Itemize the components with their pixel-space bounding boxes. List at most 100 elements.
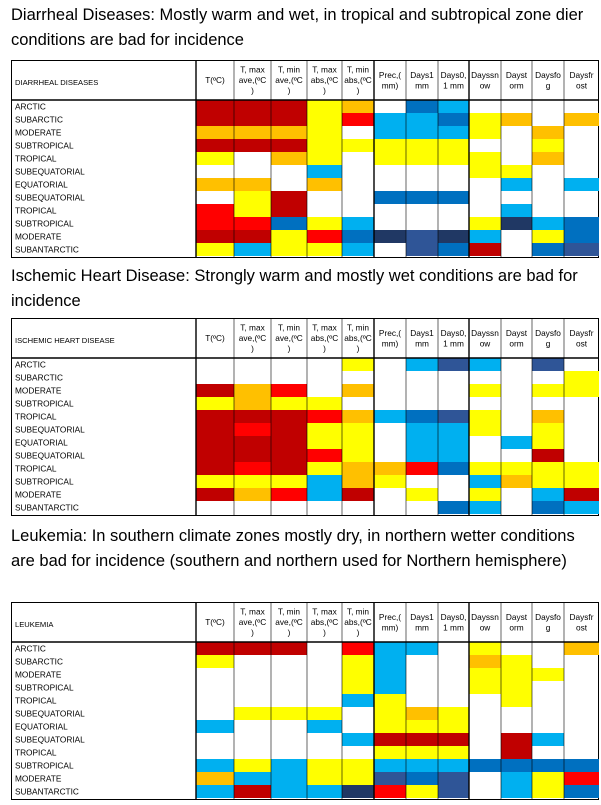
column-header: ave,(ºC (275, 333, 302, 343)
heatmap-cell (342, 449, 374, 462)
heatmap-cell (196, 488, 234, 501)
heatmap-cell (196, 785, 234, 798)
heatmap-cell (196, 772, 234, 785)
column-header: g (546, 622, 551, 632)
column-header: orm (509, 80, 523, 90)
heatmap-cell (374, 475, 406, 488)
heatmap-cell (564, 230, 599, 243)
heatmap-cell (342, 475, 374, 488)
heatmap-cell (438, 746, 469, 759)
heatmap-cell (234, 126, 271, 139)
heatmap-cell (406, 759, 438, 772)
heatmap-cell (469, 642, 501, 655)
heatmap-cell (234, 243, 271, 256)
heatmap-cell (342, 358, 374, 371)
heatmap-cell (532, 668, 564, 681)
heatmap-cell (374, 642, 406, 655)
row-label: TROPICAL (15, 412, 57, 422)
heatmap-cell (532, 384, 564, 397)
heatmap-cell (342, 733, 374, 746)
column-header: T, min (347, 607, 370, 617)
heatmap-cell (307, 707, 342, 720)
column-header: ) (251, 628, 254, 638)
heatmap-svg: DIARRHEAL DISEASES T(ºC)T, maxave,(ºC)T, … (11, 60, 599, 258)
heatmap-cell (307, 423, 342, 436)
heatmap-cell (374, 694, 406, 707)
heatmap-cell (469, 759, 501, 772)
chart-1-title: Diarrheal Diseases: Mostly warm and wet,… (11, 6, 584, 49)
heatmap-cell (234, 191, 271, 204)
heatmap-cell (532, 358, 564, 371)
heatmap-cell (196, 230, 234, 243)
row-label: SUBTROPICAL (15, 683, 74, 693)
heatmap-cell (501, 668, 532, 681)
row-label: MODERATE (15, 774, 62, 784)
column-header: ) (288, 628, 291, 638)
column-header: ) (288, 344, 291, 354)
heatmap-cell (501, 165, 532, 178)
heatmap-cell (307, 462, 342, 475)
column-header: T, max (312, 607, 337, 617)
heatmap-cell (271, 397, 307, 410)
heatmap-cell (469, 243, 501, 256)
heatmap-cell (374, 772, 406, 785)
heatmap-cell (196, 384, 234, 397)
column-header: mm) (382, 622, 399, 632)
heatmap-cell (374, 152, 406, 165)
heatmap-cell (271, 204, 307, 217)
column-header: mm (415, 338, 429, 348)
heatmap-cell (469, 165, 501, 178)
column-header: ave,(ºC (239, 75, 266, 85)
heatmap-cell (234, 204, 271, 217)
column-header: Dayst (506, 612, 528, 622)
heatmap-cell (532, 152, 564, 165)
heatmap-cell (196, 139, 234, 152)
heatmap-cell (532, 733, 564, 746)
row-label: TROPICAL (15, 154, 57, 164)
row-label: SUBEQUATORIAL (15, 451, 85, 461)
heatmap-cell (234, 449, 271, 462)
heatmap-cell (406, 746, 438, 759)
heatmap-cell (271, 113, 307, 126)
heatmap-cell (307, 100, 342, 113)
column-header: ) (357, 344, 360, 354)
column-header: ) (251, 344, 254, 354)
heatmap-cell (406, 423, 438, 436)
row-label: SUBEQUATORIAL (15, 735, 85, 745)
heatmap-cell (501, 733, 532, 746)
heatmap-cell (469, 384, 501, 397)
heatmap-cell (196, 243, 234, 256)
heatmap-cell (271, 449, 307, 462)
column-header: ) (357, 628, 360, 638)
row-label: SUBTROPICAL (15, 399, 74, 409)
heatmap-cell (374, 126, 406, 139)
heatmap-cell (469, 113, 501, 126)
heatmap-cell (271, 423, 307, 436)
heatmap-cell (307, 230, 342, 243)
column-header: T, min (347, 65, 370, 75)
heatmap-cell (307, 243, 342, 256)
column-header: Days0, (441, 328, 467, 338)
row-label: SUBEQUATORIAL (15, 193, 85, 203)
row-label: SUBEQUATORIAL (15, 709, 85, 719)
heatmap-cell (469, 410, 501, 423)
chart-2-title: Ischemic Heart Disease: Strongly warm an… (11, 267, 578, 310)
heatmap-cell (196, 178, 234, 191)
column-header: 1 mm (443, 338, 464, 348)
column-header: Days1 (410, 328, 434, 338)
heatmap-cell (307, 759, 342, 772)
heatmap-cell (406, 100, 438, 113)
heatmap-cell (342, 772, 374, 785)
column-header: abs,(ºC (311, 617, 338, 627)
heatmap-cell (469, 488, 501, 501)
heatmap-cell (532, 475, 564, 488)
heatmap-cell (406, 410, 438, 423)
heatmap-cell (271, 217, 307, 230)
heatmap-cell (196, 642, 234, 655)
heatmap-cell (342, 681, 374, 694)
column-header: Daysfo (535, 70, 561, 80)
heatmap-cell (532, 436, 564, 449)
heatmap-cell (438, 410, 469, 423)
heatmap-cell (532, 449, 564, 462)
